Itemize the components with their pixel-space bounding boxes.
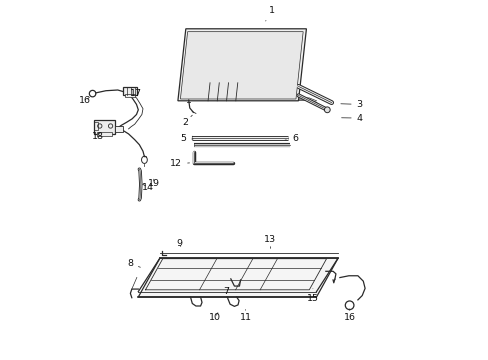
Text: 17: 17 [129,89,142,98]
Text: 10: 10 [208,313,221,322]
Bar [125,94,135,97]
Text: 14: 14 [142,183,154,192]
Bar [94,122,98,130]
Text: 2: 2 [182,115,192,127]
Polygon shape [180,32,303,99]
Text: 12: 12 [170,159,189,168]
Circle shape [324,107,329,113]
Polygon shape [138,258,337,297]
Bar [123,87,137,95]
Polygon shape [178,29,306,101]
Text: 16: 16 [343,309,355,322]
Text: 1: 1 [265,6,274,21]
Text: 8: 8 [127,259,140,268]
Text: 19: 19 [147,179,160,188]
Text: 16: 16 [79,96,91,105]
Text: 4: 4 [341,113,362,122]
Text: 6: 6 [285,134,297,143]
Text: 5: 5 [180,134,193,143]
Bar [115,126,122,132]
Bar [94,120,115,134]
Text: 15: 15 [306,289,318,303]
Bar [97,132,112,136]
Text: 11: 11 [239,310,251,322]
Text: 18: 18 [91,132,103,140]
Text: 3: 3 [340,100,362,109]
Text: 9: 9 [176,238,183,248]
Text: 7: 7 [223,287,229,296]
Text: 13: 13 [264,235,276,248]
